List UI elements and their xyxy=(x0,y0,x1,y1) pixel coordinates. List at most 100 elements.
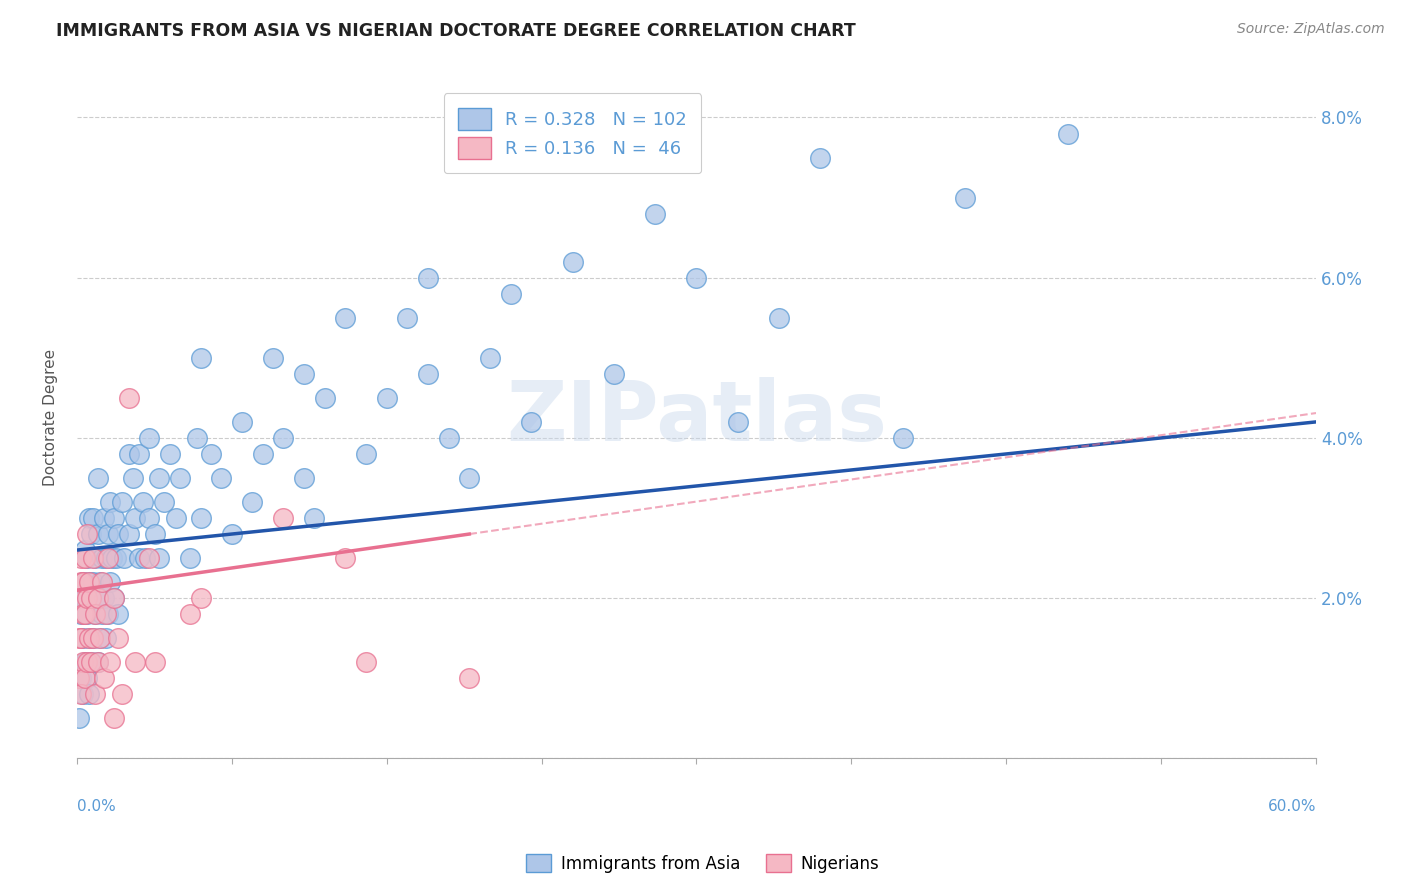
Point xyxy=(67,631,90,645)
Point xyxy=(221,527,243,541)
Point xyxy=(84,607,107,622)
Point xyxy=(143,527,166,541)
Point xyxy=(75,543,97,558)
Point xyxy=(82,575,104,590)
Point xyxy=(273,431,295,445)
Text: Source: ZipAtlas.com: Source: ZipAtlas.com xyxy=(1237,22,1385,37)
Point xyxy=(644,206,666,220)
Point xyxy=(242,495,264,509)
Point xyxy=(891,431,914,445)
Point xyxy=(72,575,94,590)
Point xyxy=(314,391,336,405)
Point xyxy=(86,591,108,606)
Point xyxy=(128,447,150,461)
Point xyxy=(84,687,107,701)
Point xyxy=(148,471,170,485)
Text: IMMIGRANTS FROM ASIA VS NIGERIAN DOCTORATE DEGREE CORRELATION CHART: IMMIGRANTS FROM ASIA VS NIGERIAN DOCTORA… xyxy=(56,22,856,40)
Point xyxy=(292,367,315,381)
Point xyxy=(103,511,125,525)
Point xyxy=(75,671,97,685)
Point xyxy=(138,551,160,566)
Point xyxy=(80,655,103,669)
Point xyxy=(77,575,100,590)
Point xyxy=(72,687,94,701)
Point xyxy=(97,527,120,541)
Point xyxy=(98,495,121,509)
Point xyxy=(354,655,377,669)
Point xyxy=(111,495,134,509)
Point xyxy=(76,527,98,541)
Point xyxy=(520,415,543,429)
Point xyxy=(128,551,150,566)
Point xyxy=(82,631,104,645)
Point xyxy=(252,447,274,461)
Point xyxy=(111,687,134,701)
Text: 60.0%: 60.0% xyxy=(1268,799,1316,814)
Point xyxy=(97,551,120,566)
Point xyxy=(90,607,112,622)
Point xyxy=(478,351,501,365)
Point xyxy=(86,471,108,485)
Point xyxy=(1057,127,1080,141)
Text: 0.0%: 0.0% xyxy=(77,799,115,814)
Y-axis label: Doctorate Degree: Doctorate Degree xyxy=(44,350,58,486)
Point xyxy=(67,671,90,685)
Point xyxy=(82,511,104,525)
Point xyxy=(80,655,103,669)
Point xyxy=(121,471,143,485)
Point xyxy=(72,607,94,622)
Point xyxy=(231,415,253,429)
Point xyxy=(90,551,112,566)
Point xyxy=(416,367,439,381)
Point xyxy=(186,431,208,445)
Point xyxy=(190,351,212,365)
Point xyxy=(138,431,160,445)
Point xyxy=(124,511,146,525)
Point xyxy=(148,551,170,566)
Point xyxy=(190,511,212,525)
Point xyxy=(89,631,111,645)
Point xyxy=(262,351,284,365)
Point xyxy=(80,591,103,606)
Point xyxy=(76,607,98,622)
Point xyxy=(93,511,115,525)
Point xyxy=(603,367,626,381)
Point xyxy=(103,591,125,606)
Point xyxy=(105,551,128,566)
Legend: R = 0.328   N = 102, R = 0.136   N =  46: R = 0.328 N = 102, R = 0.136 N = 46 xyxy=(444,94,702,173)
Point xyxy=(437,431,460,445)
Point xyxy=(75,607,97,622)
Point xyxy=(77,511,100,525)
Point xyxy=(292,471,315,485)
Point xyxy=(70,551,93,566)
Point xyxy=(159,447,181,461)
Point xyxy=(76,551,98,566)
Point xyxy=(98,655,121,669)
Point xyxy=(953,191,976,205)
Point xyxy=(101,551,124,566)
Point xyxy=(107,631,129,645)
Point xyxy=(93,591,115,606)
Point xyxy=(107,527,129,541)
Point xyxy=(179,551,201,566)
Point xyxy=(727,415,749,429)
Point xyxy=(82,551,104,566)
Point xyxy=(103,591,125,606)
Point xyxy=(138,511,160,525)
Point xyxy=(499,286,522,301)
Point xyxy=(117,527,139,541)
Point xyxy=(77,687,100,701)
Point xyxy=(143,655,166,669)
Point xyxy=(76,671,98,685)
Point xyxy=(685,270,707,285)
Point xyxy=(124,655,146,669)
Point xyxy=(76,655,98,669)
Point xyxy=(768,310,790,325)
Point xyxy=(179,607,201,622)
Point xyxy=(107,607,129,622)
Point xyxy=(80,591,103,606)
Point xyxy=(134,551,156,566)
Point xyxy=(98,575,121,590)
Point xyxy=(89,631,111,645)
Point xyxy=(152,495,174,509)
